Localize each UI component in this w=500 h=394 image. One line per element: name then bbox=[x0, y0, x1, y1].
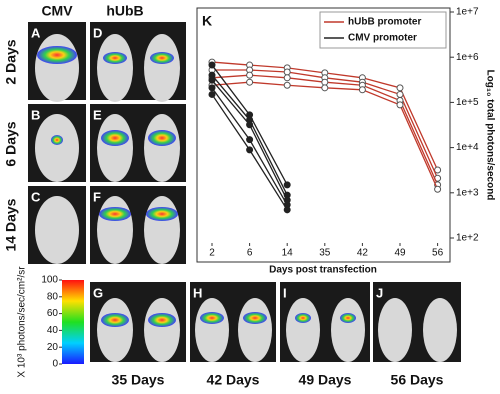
point bbox=[283, 68, 291, 76]
x-tick-label: 14 bbox=[282, 248, 294, 259]
x-axis-label: Days post transfection bbox=[269, 265, 377, 276]
column-label: hUbB bbox=[106, 3, 143, 19]
point bbox=[321, 84, 329, 92]
day-label: 49 Days bbox=[299, 372, 352, 388]
day-label: 56 Days bbox=[391, 372, 444, 388]
x-tick-label: 2 bbox=[209, 248, 215, 259]
panel-label: D bbox=[93, 25, 102, 40]
signal bbox=[37, 46, 356, 327]
colorbar-tick-label: 100 bbox=[41, 275, 58, 286]
x-tick-label: 35 bbox=[319, 248, 331, 259]
y-axis-label: Log₁₀ total photons/second bbox=[484, 70, 495, 201]
y-tick-label: 1e+2 bbox=[456, 233, 479, 244]
panel-label: B bbox=[31, 107, 40, 122]
point bbox=[396, 90, 404, 98]
point bbox=[283, 74, 291, 82]
y-tick-label: 1e+7 bbox=[456, 7, 479, 18]
y-tick-label: 1e+3 bbox=[456, 187, 479, 198]
colorbar-tick-label: 40 bbox=[47, 325, 59, 336]
x-tick-label: 42 bbox=[357, 248, 369, 259]
panel-label: A bbox=[31, 25, 41, 40]
point bbox=[208, 90, 216, 98]
day-label: 35 Days bbox=[112, 372, 165, 388]
x-tick-label: 49 bbox=[394, 248, 406, 259]
legend-box bbox=[319, 11, 447, 49]
y-tick-label: 1e+5 bbox=[456, 97, 479, 108]
point bbox=[283, 206, 291, 214]
row-label: 6 Days bbox=[3, 121, 19, 166]
point bbox=[246, 78, 254, 86]
x-tick-label: 56 bbox=[432, 248, 444, 259]
point bbox=[434, 185, 442, 193]
panel-label: J bbox=[376, 285, 383, 300]
legend-label: hUbB promoter bbox=[348, 17, 421, 28]
point bbox=[246, 121, 254, 129]
point bbox=[283, 181, 291, 189]
day-label: 42 Days bbox=[207, 372, 260, 388]
y-tick-label: 1e+6 bbox=[456, 52, 479, 63]
point bbox=[246, 71, 254, 79]
colorbar-tick-label: 20 bbox=[47, 342, 59, 353]
point bbox=[246, 146, 254, 154]
colorbar-tick-label: 60 bbox=[47, 308, 59, 319]
point bbox=[283, 81, 291, 89]
colorbar-tick-label: 80 bbox=[47, 291, 59, 302]
point bbox=[208, 76, 216, 84]
point bbox=[321, 78, 329, 86]
row-label: 14 Days bbox=[3, 198, 19, 251]
point bbox=[246, 136, 254, 144]
point bbox=[358, 86, 366, 94]
point bbox=[396, 101, 404, 109]
legend-label: CMV promoter bbox=[348, 33, 417, 44]
panel-label: E bbox=[93, 107, 102, 122]
panel-label: H bbox=[193, 285, 202, 300]
panel-label: F bbox=[93, 189, 101, 204]
panel-label: K bbox=[202, 13, 212, 29]
y-tick-label: 1e+4 bbox=[456, 142, 479, 153]
point bbox=[208, 84, 216, 92]
panel-label: I bbox=[283, 285, 287, 300]
x-tick-label: 6 bbox=[247, 248, 253, 259]
panel-label: C bbox=[31, 189, 41, 204]
column-label: CMV bbox=[41, 3, 73, 19]
colorbar-label: X 10³ photons/sec/cm²/sr bbox=[17, 266, 28, 378]
colorbar-tick-label: 0 bbox=[52, 359, 58, 370]
colorbar bbox=[62, 280, 84, 364]
point bbox=[396, 84, 404, 92]
row-label: 2 Days bbox=[3, 39, 19, 84]
panel-label: G bbox=[93, 285, 103, 300]
point bbox=[208, 61, 216, 69]
